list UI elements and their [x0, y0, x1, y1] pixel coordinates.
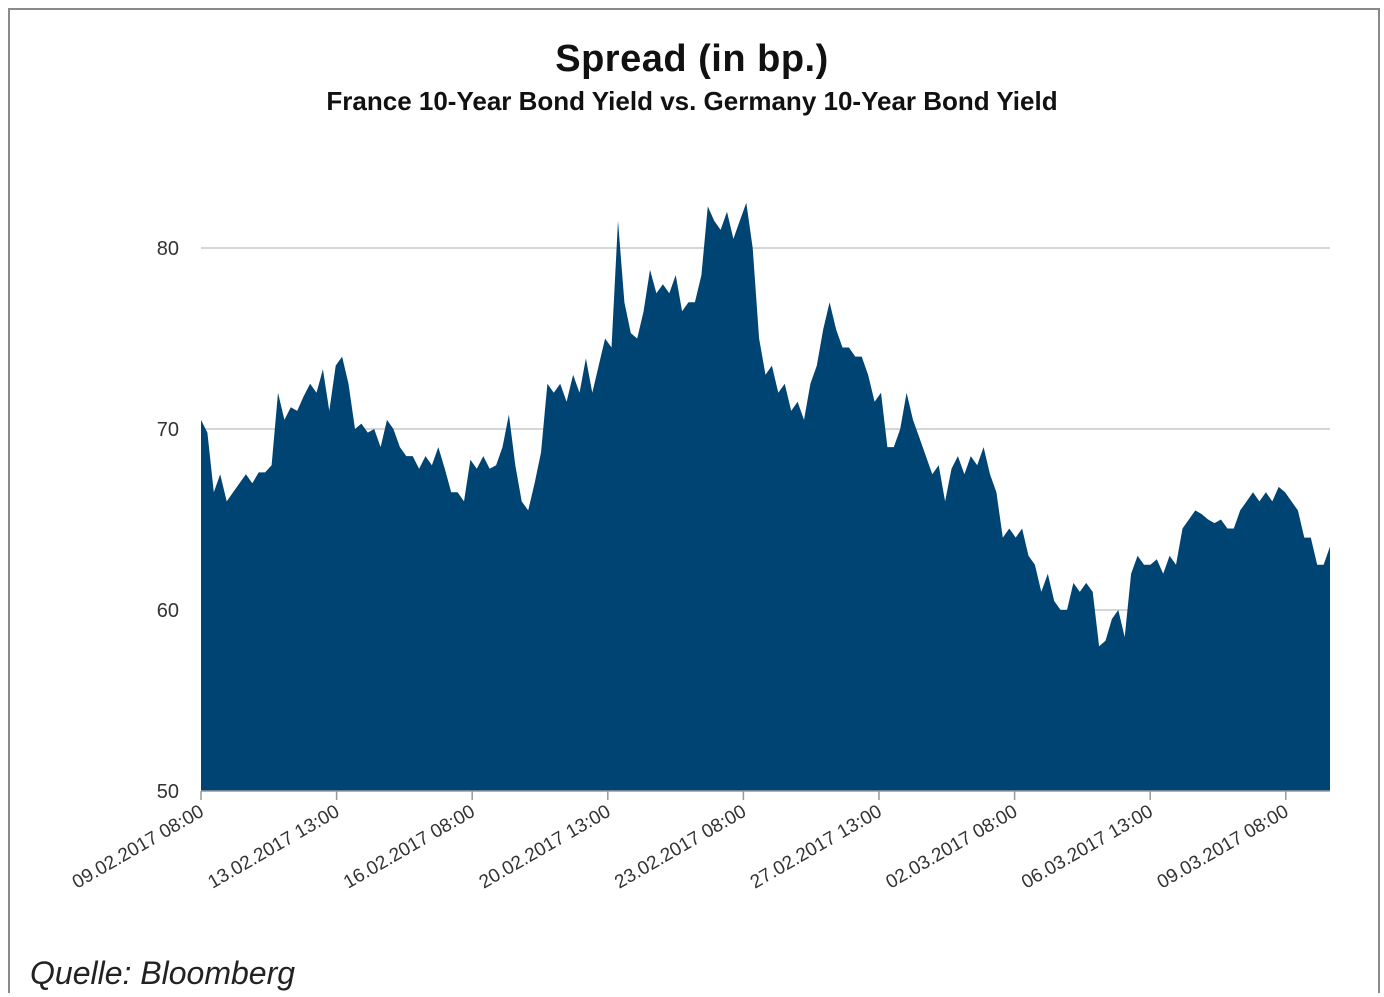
x-tick-label: 20.02.2017 13:00: [476, 801, 615, 893]
x-tick-label: 09.03.2017 08:00: [1154, 801, 1293, 893]
y-tick-label: 50: [157, 781, 179, 803]
x-tick-label: 23.02.2017 08:00: [611, 801, 750, 893]
y-tick-label: 60: [157, 600, 179, 622]
x-tick-label: 16.02.2017 08:00: [340, 801, 479, 893]
chart-subtitle: France 10-Year Bond Yield vs. Germany 10…: [326, 86, 1058, 116]
y-axis-labels: 50 60 70 80: [157, 238, 179, 803]
x-tick-label: 09.02.2017 08:00: [69, 801, 208, 893]
x-tick-label: 27.02.2017 13:00: [747, 801, 886, 893]
y-tick-label: 70: [157, 419, 179, 441]
y-tick-label: 80: [157, 238, 179, 260]
spread-area-series: [201, 202, 1330, 792]
source-note: Quelle: Bloomberg: [30, 955, 296, 991]
x-tick-label: 06.03.2017 13:00: [1018, 801, 1157, 893]
chart-title: Spread (in bp.): [555, 38, 829, 80]
x-tick-label: 02.03.2017 08:00: [882, 801, 1021, 893]
x-tick-label: 13.02.2017 13:00: [204, 801, 343, 893]
